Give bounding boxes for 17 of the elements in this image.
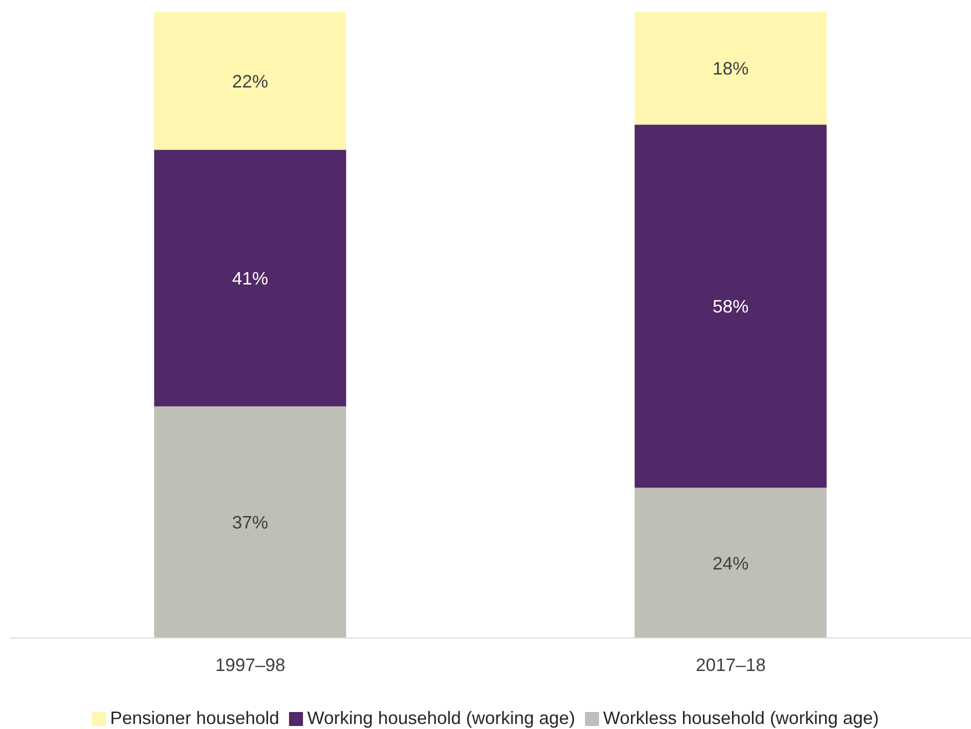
data-label: 58% xyxy=(712,296,749,317)
data-label: 37% xyxy=(232,512,268,533)
data-label: 24% xyxy=(712,553,749,574)
bar xyxy=(154,12,346,150)
x-tick-label: 1997–98 xyxy=(215,654,286,675)
bar xyxy=(634,124,827,488)
bar xyxy=(154,406,346,638)
bar xyxy=(634,12,827,125)
legend-label: Workless household (working age) xyxy=(603,708,879,728)
x-tick-label: 2017–18 xyxy=(696,654,766,675)
bar xyxy=(154,150,346,406)
data-label: 18% xyxy=(712,58,749,79)
data-label: 22% xyxy=(232,71,268,92)
bar xyxy=(634,488,827,638)
legend-label: Pensioner household xyxy=(110,708,280,728)
legend-label: Working household (working age) xyxy=(307,708,576,728)
data-label: 41% xyxy=(232,268,268,288)
